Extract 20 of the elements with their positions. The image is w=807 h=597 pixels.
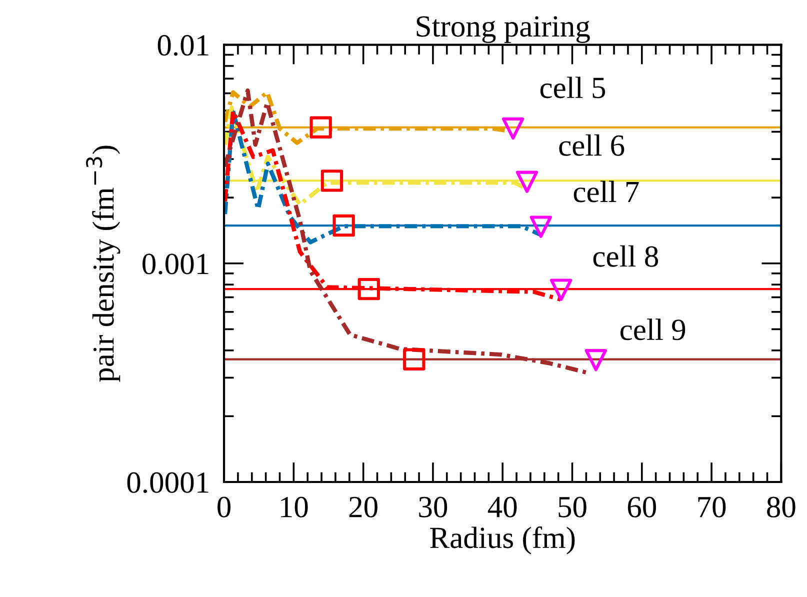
series-label: cell 7: [574, 180, 639, 202]
series-label: cell 9: [620, 318, 686, 340]
y-axis-title: pair density (fm$^{−3}$): [86, 146, 120, 382]
series-label: cell 6: [559, 134, 624, 156]
x-tick-label: 20: [349, 496, 378, 518]
y-tick-label: 0.0001: [127, 472, 208, 494]
x-tick-label: 10: [281, 496, 308, 518]
series-label: cell 5: [540, 76, 606, 98]
x-tick-label: 70: [698, 496, 726, 518]
x-tick-label: 60: [628, 496, 656, 518]
x-tick-label: 30: [419, 496, 448, 518]
x-tick-label: 0: [218, 496, 230, 518]
x-tick-label: 40: [488, 496, 517, 518]
y-tick-label: 0.01: [158, 35, 208, 56]
y-tick-label: 0.001: [142, 254, 208, 274]
x-tick-label: 50: [558, 496, 586, 518]
x-axis-title: Radius (fm): [430, 526, 575, 554]
chart-title: Strong pairing: [416, 16, 590, 44]
series-label: cell 8: [593, 245, 658, 267]
x-tick-label: 80: [767, 496, 796, 518]
